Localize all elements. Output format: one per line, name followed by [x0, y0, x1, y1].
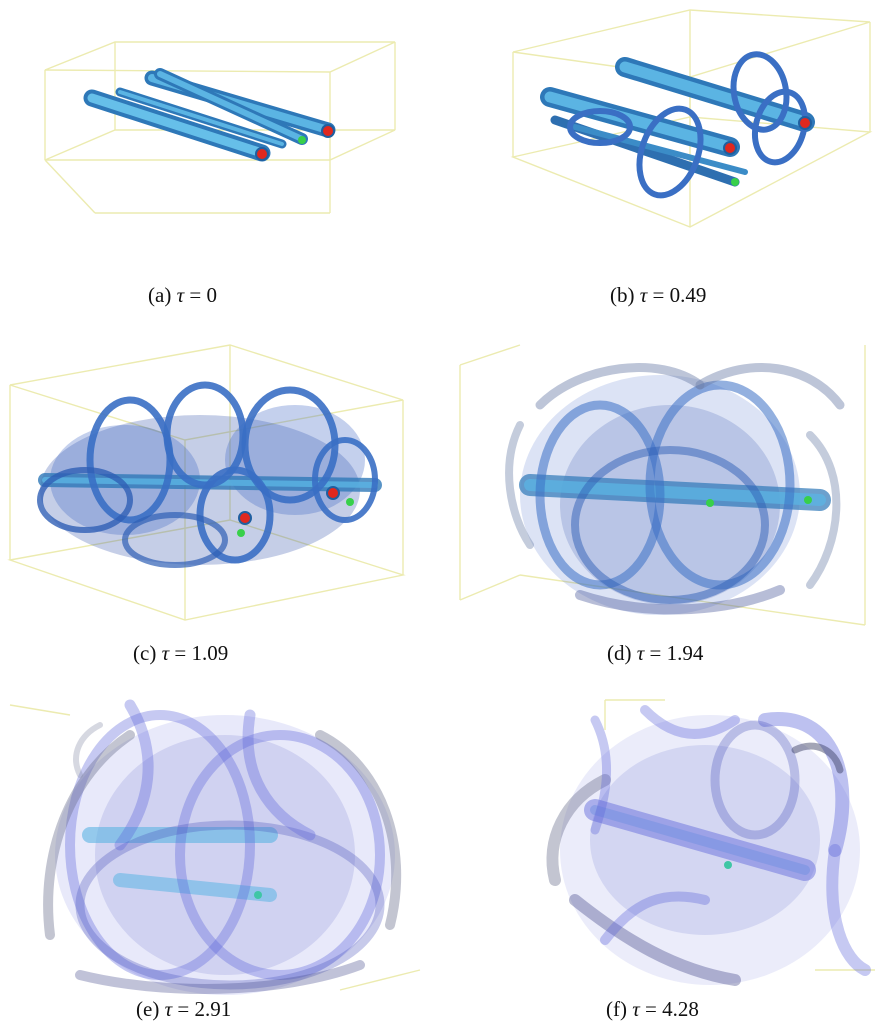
- vortex-render-a: [44, 41, 396, 214]
- caption-a: (a) τ = 0: [148, 283, 217, 307]
- vortex-cluster-f: [546, 705, 871, 986]
- caption-e: (e) τ = 2.91: [136, 997, 232, 1021]
- tube-ends-b: [723, 116, 812, 186]
- tube-ends-c: [237, 486, 354, 537]
- bounding-box-b: [510, 9, 873, 228]
- vortex-render-e: [9, 699, 421, 995]
- bounding-box-a: [44, 41, 396, 214]
- vortex-rings-b: [567, 51, 808, 199]
- panel-b: [505, 2, 875, 242]
- caption-f: (f) τ = 4.28: [606, 997, 699, 1021]
- vortex-cluster-e: [43, 699, 402, 995]
- vortex-cluster-c: [37, 381, 382, 568]
- vortex-render-c: [7, 344, 406, 621]
- bounding-box-f: [604, 699, 875, 971]
- vortex-render-b: [510, 9, 873, 228]
- tube-ends-e: [254, 891, 262, 899]
- panel-c: [5, 340, 406, 630]
- bounding-box-c: [7, 344, 406, 621]
- caption-d: (d) τ = 1.94: [607, 641, 704, 665]
- vortex-cluster-d: [505, 363, 845, 615]
- tube-ends-f: [724, 861, 732, 869]
- tube-ends-d: [706, 496, 812, 507]
- tube-ends-a: [255, 124, 335, 161]
- caption-b: (b) τ = 0.49: [610, 283, 707, 307]
- panel-e: [9, 695, 430, 995]
- vortex-render-f: [546, 699, 875, 986]
- panel-f: [535, 699, 875, 995]
- vortex-tubes-a: [83, 68, 336, 162]
- panel-d: [459, 344, 885, 635]
- panel-a: [40, 30, 400, 230]
- caption-c: (c) τ = 1.09: [133, 641, 229, 665]
- bounding-box-e: [9, 704, 421, 991]
- vortex-tubes-b: [540, 57, 815, 187]
- vortex-render-d: [459, 344, 866, 626]
